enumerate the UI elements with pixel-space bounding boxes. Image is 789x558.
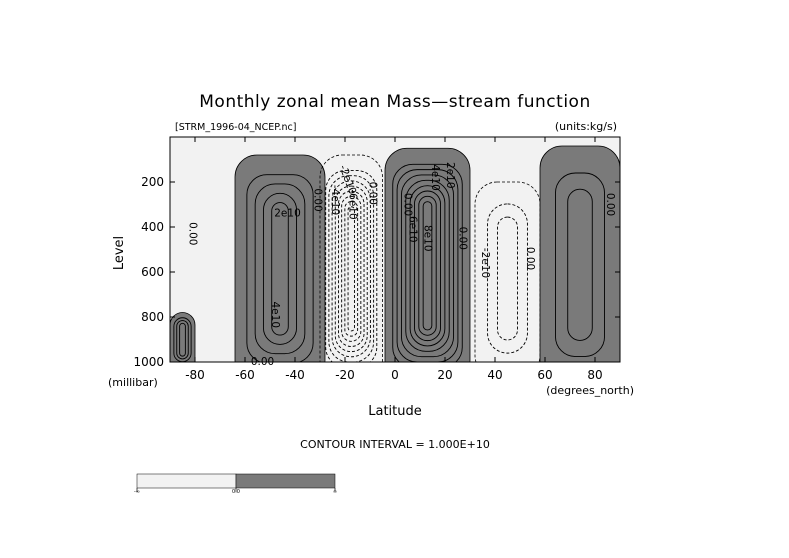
cell-contour-line (262, 192, 298, 345)
y-tick-label: 800 (141, 310, 164, 324)
cell-contour-line (334, 185, 368, 353)
cell-contour-line (341, 195, 362, 342)
cell-contour-line (271, 202, 289, 336)
cell-zero-contour (539, 145, 620, 362)
cell-zero-contour (384, 147, 471, 362)
y-unit-label: (millibar) (108, 376, 158, 389)
x-tick-label: 80 (587, 368, 602, 382)
x-unit-label: (degrees_north) (546, 384, 634, 397)
cell-contour-line (414, 190, 441, 342)
x-tick-label: 20 (437, 368, 452, 382)
colorbar: -∞ 0.0 ∞ (134, 473, 337, 495)
contour-label: 0.00 (367, 182, 379, 205)
y-tick-label: 1000 (133, 355, 164, 369)
x-tick-label: -20 (335, 368, 355, 382)
contour-label: 0.00 (604, 193, 616, 216)
cell-contour-line (344, 201, 359, 337)
file-label: [STRM_1996-04_NCEP.nc] (175, 122, 297, 133)
x-tick-label: 40 (487, 368, 502, 382)
contour-label: 0.00 (312, 188, 324, 211)
cell-contour-line (487, 203, 528, 354)
cell-contour-line (497, 216, 518, 341)
units-label: (units:kg/s) (555, 120, 617, 133)
colorbar-label-min: -∞ (134, 489, 140, 495)
contour-interval-text: CONTOUR INTERVAL = 1.000E+10 (300, 438, 490, 451)
x-axis-ticks: -80 -60 -40 -20 0 20 40 60 80 (185, 137, 603, 382)
cell-northern-polar-positive (539, 145, 620, 362)
cell-zero-contour (234, 154, 326, 362)
y-axis-label: Level (112, 236, 127, 270)
contour-label: -2e10 (479, 248, 491, 278)
cell-contour-line (392, 163, 463, 362)
colorbar-label-max: ∞ (333, 489, 337, 495)
contour-label: 0.00 (187, 222, 199, 245)
cell-contour-line (331, 180, 371, 358)
contour-label: 8e10 (422, 225, 434, 252)
cell-contour-line (325, 170, 378, 362)
x-tick-label: -60 (235, 368, 255, 382)
cell-contour-line (176, 320, 189, 360)
contour-label: -6e10 (347, 189, 359, 219)
cell-contour-line (246, 174, 314, 362)
cell-contour-line (418, 195, 437, 336)
contour-label: 0.00 (402, 193, 414, 216)
cell-contour-line (338, 190, 365, 347)
contour-label: 6e10 (407, 216, 419, 243)
contour-label: 0.00 (457, 227, 469, 250)
cells-layer (170, 145, 620, 362)
x-tick-label: -80 (185, 368, 205, 382)
cell-contour-line (567, 188, 593, 341)
cell-contour-line (555, 172, 605, 358)
x-axis-label: Latitude (368, 404, 422, 419)
cell-northern-hadley-positive (384, 147, 471, 362)
cell-contour-line (179, 322, 186, 357)
contour-label: 4e10 (269, 301, 281, 328)
colorbar-label-zero: 0.0 (232, 489, 240, 495)
y-axis-ticks: 200 400 600 800 1000 (133, 175, 620, 369)
cell-contour-line (396, 169, 459, 362)
x-tick-label: 60 (537, 368, 552, 382)
cell-contour-line (400, 174, 455, 358)
y-tick-label: 400 (141, 220, 164, 234)
contour-label: 2e10 (274, 208, 301, 220)
cell-contour-line (405, 179, 450, 352)
cell-contour-line (254, 183, 306, 355)
cell-southern-hadley-negative (319, 154, 383, 362)
chart-title: Monthly zonal mean Mass—stream function (199, 92, 590, 112)
contour-label: 2e10 (444, 162, 456, 189)
x-tick-label: 0 (391, 368, 399, 382)
cell-southern-ferrel-positive (234, 154, 326, 362)
y-tick-label: 200 (141, 175, 164, 189)
y-tick-label: 600 (141, 265, 164, 279)
contour-label: -4e10 (329, 185, 341, 215)
cell-contour-line (422, 201, 433, 331)
cell-contour-line (409, 185, 446, 347)
x-tick-label: -40 (285, 368, 305, 382)
colorbar-negative-swatch (136, 473, 237, 489)
colorbar-positive-swatch (235, 473, 336, 489)
contour-label: 4e10 (429, 164, 441, 191)
cell-contour-line (347, 206, 355, 332)
cell-southern-polar-positive (170, 312, 196, 362)
cell-contour-line (328, 175, 375, 362)
cell-zero-contour (170, 312, 196, 362)
contour-label: 0.00 (524, 247, 536, 270)
